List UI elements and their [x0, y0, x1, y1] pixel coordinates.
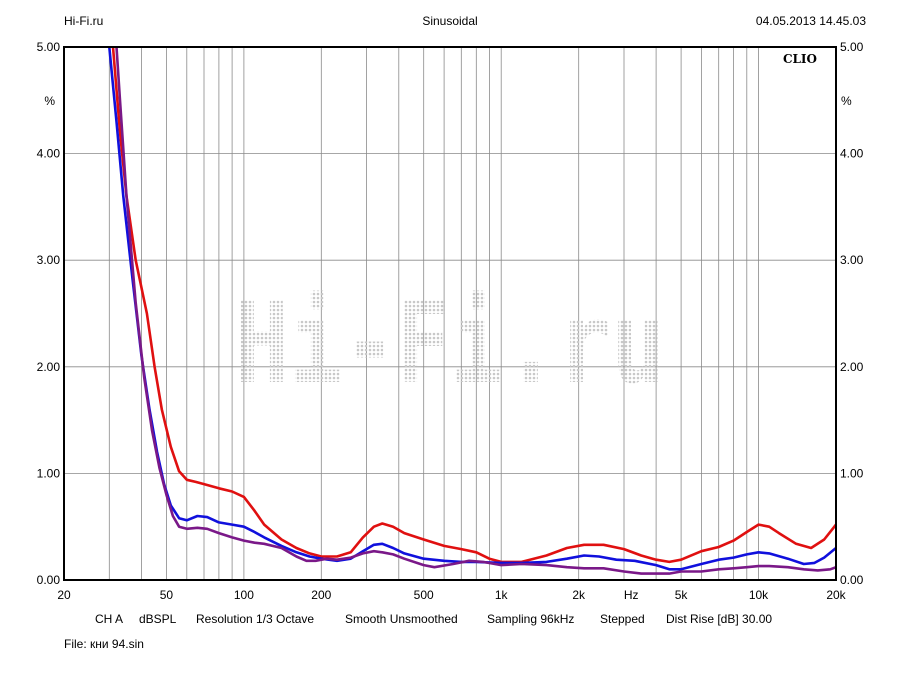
x-tick-label: 5k: [675, 588, 689, 602]
x-tick-label: 20k: [826, 588, 846, 602]
footer-sampling: Sampling 96kHz: [487, 612, 575, 626]
header-left-title: Hi-Fi.ru: [64, 14, 104, 28]
file-label: File: кни 94.sin: [64, 637, 144, 651]
header-center-title: Sinusoidal: [422, 14, 478, 28]
y-tick-label-right: 2.00: [840, 360, 864, 374]
y-tick-label-left: 4.00: [37, 147, 61, 161]
y-tick-label-right: 5.00: [840, 40, 864, 54]
footer-resolution: Resolution 1/3 Octave: [196, 612, 315, 626]
y-tick-label-right: 0.00: [840, 573, 864, 587]
y-tick-label-left: 3.00: [37, 253, 61, 267]
footer-mode: Stepped: [600, 612, 645, 626]
y-tick-label-right: 4.00: [840, 147, 864, 161]
x-tick-label: 50: [160, 588, 174, 602]
series-line-3: [115, 47, 836, 575]
x-unit-label: Hz: [624, 588, 639, 602]
x-tick-label: 1k: [495, 588, 509, 602]
x-tick-label: 500: [414, 588, 434, 602]
footer-dist-rise: Dist Rise [dB] 30.00: [666, 612, 773, 626]
footer-unit: dBSPL: [139, 612, 177, 626]
plot-frame: [63, 46, 837, 581]
y-tick-label-left: 2.00: [37, 360, 61, 374]
footer-channel: CH A: [95, 612, 124, 626]
x-tick-label: 20: [57, 588, 71, 602]
y-tick-label-left: 5.00: [37, 40, 61, 54]
brand-label: CLIO: [783, 52, 817, 66]
y-tick-label-left: 1.00: [37, 466, 61, 480]
series-line-2: [108, 47, 836, 571]
series-line-1: [111, 47, 836, 564]
y-tick-label-right: 1.00: [840, 466, 864, 480]
header-timestamp: 04.05.2013 14.45.03: [755, 14, 866, 28]
y-tick-label-left: 0.00: [37, 573, 61, 587]
y-unit-label-right: %: [841, 94, 852, 108]
watermark: Hi-Fi.ru: [235, 279, 665, 409]
footer-smooth: Smooth Unsmoothed: [345, 612, 458, 626]
x-tick-label: 2k: [572, 588, 586, 602]
x-tick-label: 200: [311, 588, 331, 602]
x-tick-label: 10k: [749, 588, 769, 602]
x-tick-label: 100: [234, 588, 254, 602]
y-unit-label-left: %: [44, 94, 55, 108]
y-tick-label-right: 3.00: [840, 253, 864, 267]
